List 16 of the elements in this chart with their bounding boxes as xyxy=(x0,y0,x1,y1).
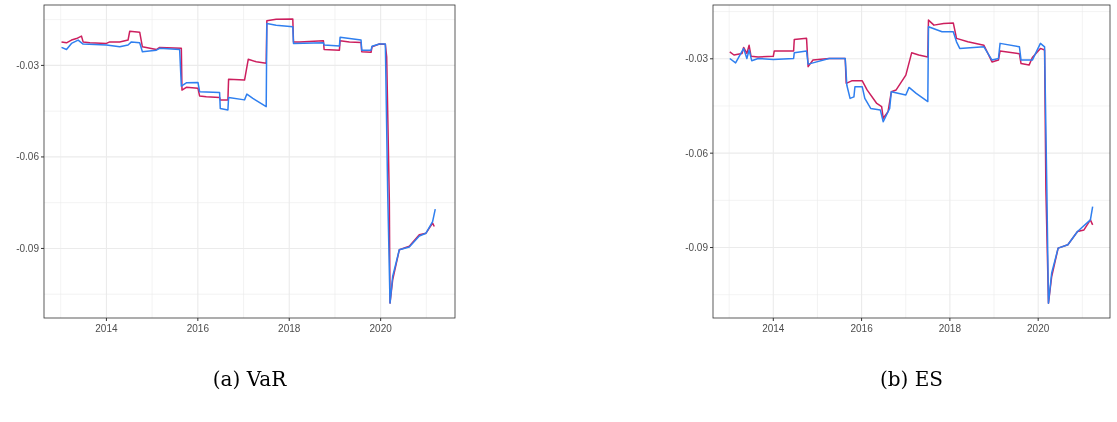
x-tick-label: 2014 xyxy=(95,323,118,334)
x-tick-label: 2018 xyxy=(278,323,301,334)
y-tick-label: -0.09 xyxy=(16,242,40,254)
x-tick-label: 2020 xyxy=(369,323,393,334)
x-tick-label: 2016 xyxy=(186,323,210,334)
x-tick-label: 2016 xyxy=(850,323,874,334)
y-tick-label: -0.03 xyxy=(16,59,40,71)
y-tick-label: -0.09 xyxy=(685,242,709,254)
y-tick-label: -0.06 xyxy=(16,151,40,163)
x-tick-label: 2018 xyxy=(938,323,962,334)
y-tick-label: -0.06 xyxy=(685,147,709,159)
text: (b) ES xyxy=(879,367,944,391)
text: (a) VaR xyxy=(212,367,288,391)
y-tick-label: -0.03 xyxy=(685,53,709,65)
x-tick-label: 2020 xyxy=(1027,323,1050,334)
x-tick-label: 2014 xyxy=(762,323,785,334)
